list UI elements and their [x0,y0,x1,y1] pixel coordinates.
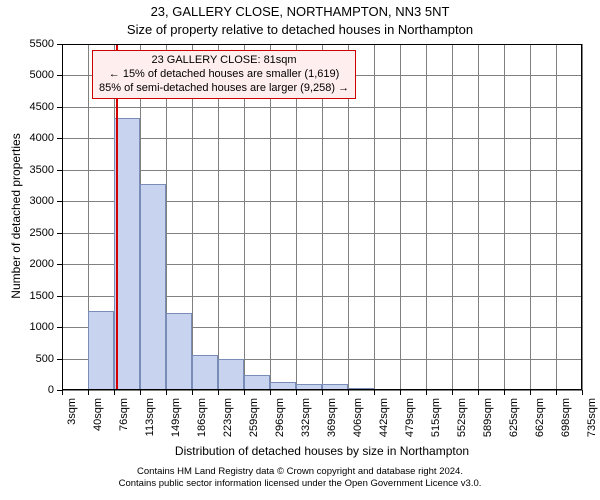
ytick-label: 1000 [0,321,54,333]
ytick-mark [57,327,62,328]
annotation-line2: ← 15% of detached houses are smaller (1,… [99,68,349,82]
vgrid-line [556,44,557,390]
ytick-mark [57,233,62,234]
ytick-mark [57,201,62,202]
xtick-mark [374,390,375,395]
ytick-mark [57,170,62,171]
ytick-mark [57,44,62,45]
ytick-mark [57,107,62,108]
ytick-mark [57,264,62,265]
xtick-label: 442sqm [378,398,390,437]
ytick-mark [57,75,62,76]
xtick-label: 332sqm [300,398,312,437]
xtick-label: 296sqm [274,398,286,437]
ytick-label: 0 [0,384,54,396]
chart-container: 23, GALLERY CLOSE, NORTHAMPTON, NN3 5NT … [0,0,600,500]
xtick-label: 186sqm [196,398,208,437]
vgrid-line [530,44,531,390]
annotation-line1: 23 GALLERY CLOSE: 81sqm [99,54,349,68]
xtick-mark [504,390,505,395]
xtick-mark [400,390,401,395]
xtick-label: 698sqm [560,398,572,437]
xtick-mark [582,390,583,395]
vgrid-line [504,44,505,390]
histogram-bar [166,313,192,390]
xtick-mark [62,390,63,395]
ytick-label: 5000 [0,69,54,81]
histogram-chart: 0500100015002000250030003500400045005000… [0,0,600,500]
footer-text: Contains HM Land Registry data © Crown c… [0,466,600,490]
vgrid-line [452,44,453,390]
xtick-mark [478,390,479,395]
xtick-label: 149sqm [170,398,182,437]
xtick-mark [530,390,531,395]
histogram-bar [218,359,244,390]
vgrid-line [400,44,401,390]
vgrid-line [478,44,479,390]
footer-line1: Contains HM Land Registry data © Crown c… [0,466,600,478]
xtick-mark [270,390,271,395]
ytick-label: 5500 [0,38,54,50]
xtick-mark [88,390,89,395]
xtick-mark [296,390,297,395]
x-axis-label: Distribution of detached houses by size … [62,444,582,458]
histogram-bar [140,184,166,390]
xtick-label: 113sqm [144,398,156,436]
xtick-label: 406sqm [352,398,364,437]
vgrid-line [426,44,427,390]
xtick-mark [114,390,115,395]
xtick-label: 662sqm [534,398,546,437]
y-axis-label: Number of detached properties [9,126,23,306]
xtick-label: 515sqm [430,398,442,437]
histogram-bar [88,311,114,390]
ytick-mark [57,296,62,297]
xtick-mark [218,390,219,395]
xtick-label: 259sqm [248,398,260,437]
xtick-mark [140,390,141,395]
annotation-box: 23 GALLERY CLOSE: 81sqm ← 15% of detache… [92,50,356,99]
xtick-mark [348,390,349,395]
xtick-mark [556,390,557,395]
xtick-label: 40sqm [92,398,104,431]
histogram-bar [244,375,270,390]
vgrid-line [374,44,375,390]
ytick-mark [57,359,62,360]
xtick-label: 589sqm [482,398,494,437]
ytick-label: 500 [0,353,54,365]
footer-line2: Contains public sector information licen… [0,478,600,490]
xtick-label: 3sqm [66,398,78,425]
xtick-label: 625sqm [508,398,520,437]
xtick-mark [322,390,323,395]
xtick-label: 479sqm [404,398,416,437]
xtick-label: 552sqm [456,398,468,437]
xtick-label: 223sqm [222,398,234,437]
xtick-mark [166,390,167,395]
xtick-mark [426,390,427,395]
xtick-label: 369sqm [326,398,338,437]
ytick-mark [57,138,62,139]
xtick-mark [452,390,453,395]
histogram-bar [192,355,218,390]
vgrid-line [582,44,583,390]
ytick-label: 4500 [0,101,54,113]
xtick-mark [244,390,245,395]
xtick-label: 76sqm [118,398,130,431]
xtick-label: 735sqm [586,398,598,437]
xtick-mark [192,390,193,395]
annotation-line3: 85% of semi-detached houses are larger (… [99,82,349,96]
